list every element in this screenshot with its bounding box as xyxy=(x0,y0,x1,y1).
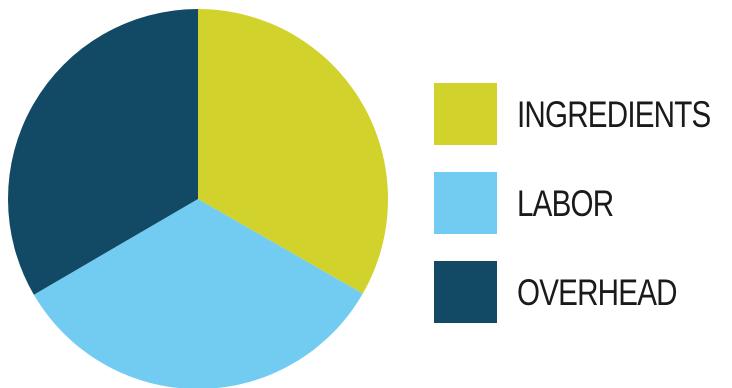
legend-label-labor: LABOR xyxy=(517,182,614,224)
legend-swatch-labor xyxy=(434,172,497,234)
pie-slice-labor xyxy=(33,199,363,388)
legend-item-ingredients: INGREDIENTS xyxy=(434,83,732,145)
legend-swatch-ingredients xyxy=(434,83,497,145)
legend-item-overhead: OVERHEAD xyxy=(434,261,732,323)
legend-item-labor: LABOR xyxy=(434,172,732,234)
legend-label-overhead: OVERHEAD xyxy=(517,271,678,313)
legend-swatch-overhead xyxy=(434,261,497,323)
pie-slice-ingredients xyxy=(198,9,388,294)
legend: INGREDIENTS LABOR OVERHEAD xyxy=(434,83,732,323)
pie-slice-overhead xyxy=(7,8,198,295)
legend-label-ingredients: INGREDIENTS xyxy=(517,93,711,135)
